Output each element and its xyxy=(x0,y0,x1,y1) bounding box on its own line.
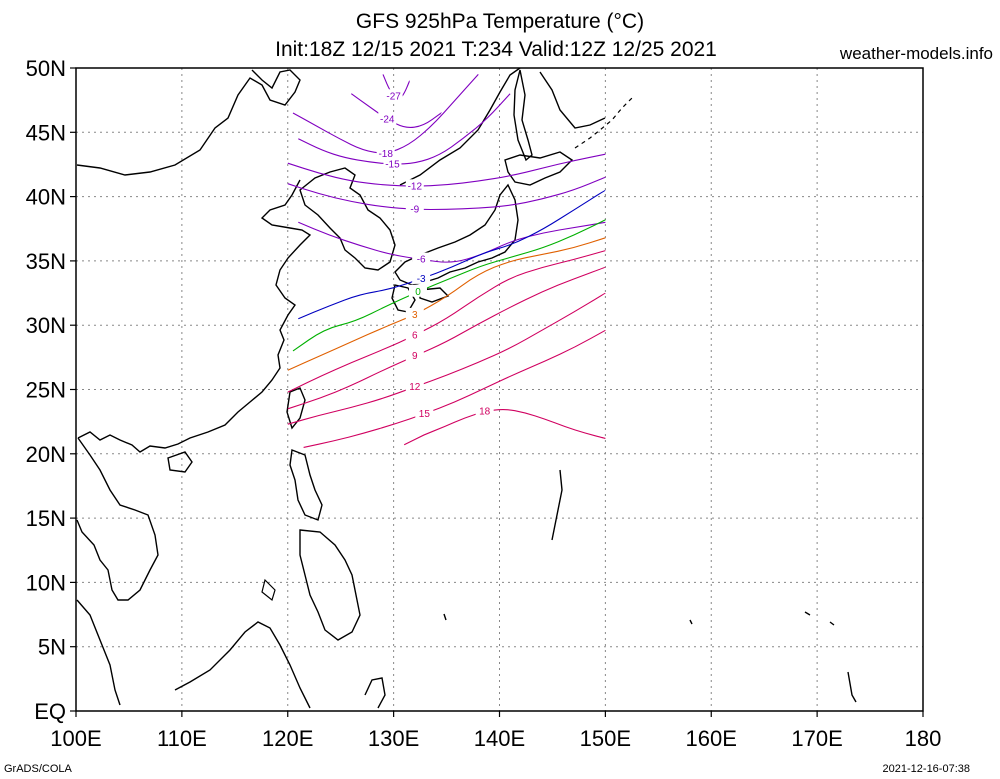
coastlines xyxy=(76,67,857,709)
y-tick-label: 15N xyxy=(26,506,66,531)
x-tick-label: 160E xyxy=(686,726,737,751)
contour-label-bg xyxy=(405,202,424,215)
x-tick-label: 140E xyxy=(474,726,525,751)
map-title-line-1: GFS 925hPa Temperature (°C) xyxy=(355,10,645,33)
contour-label: -27 xyxy=(386,91,401,102)
contour-label-bg xyxy=(412,271,431,284)
x-tick-label: 100E xyxy=(50,726,101,751)
y-tick-label: 20N xyxy=(26,442,66,467)
lat-lon-grid xyxy=(76,68,923,711)
y-tick-label: 40N xyxy=(26,185,66,210)
contour-label: -18 xyxy=(378,149,393,160)
contour-label: -15 xyxy=(385,159,400,170)
y-tick-label: 50N xyxy=(26,56,66,81)
visayas-mindanao-coast xyxy=(299,529,361,641)
contour-label: 9 xyxy=(412,351,418,362)
contour-line xyxy=(287,176,606,211)
contour-label: -9 xyxy=(410,204,419,215)
sulawesi-coast xyxy=(364,677,386,709)
pacific-islets xyxy=(443,469,857,703)
contour-label-bg xyxy=(408,284,427,297)
contour-line xyxy=(287,153,606,187)
contour-label: -12 xyxy=(408,181,423,192)
asia-mainland-coast xyxy=(76,69,312,706)
longitude-tick-labels: 100E 110E 120E 130E 140E 150E 160E 170E 180 xyxy=(50,711,941,751)
x-tick-label: 110E xyxy=(157,726,207,751)
contour-label-bg xyxy=(378,112,397,125)
borneo-coast xyxy=(174,621,311,709)
palawan-coast xyxy=(261,578,276,602)
x-tick-label: 180 xyxy=(905,726,942,751)
x-tick-label: 150E xyxy=(580,726,631,751)
y-tick-label: 10N xyxy=(26,570,66,595)
hainan-coast xyxy=(167,451,193,473)
x-tick-label: 130E xyxy=(368,726,419,751)
contour-label-bg xyxy=(475,404,494,417)
contour-label-bg xyxy=(383,157,402,170)
contour-line xyxy=(287,292,606,425)
contour-label-bg xyxy=(405,328,424,341)
contour-label: -6 xyxy=(417,255,426,266)
y-tick-label: 25N xyxy=(26,378,66,403)
y-tick-label: EQ xyxy=(34,699,66,724)
contour-line xyxy=(287,237,606,371)
contour-label: 15 xyxy=(419,409,431,420)
y-tick-label: 30N xyxy=(26,313,66,338)
kuril-islands xyxy=(574,97,633,149)
contour-label-bg xyxy=(384,89,403,102)
map-title-line-2: Init:18Z 12/15 2021 T:234 Valid:12Z 12/2… xyxy=(275,38,717,61)
footer-timestamp: 2021-12-16-07:38 xyxy=(882,763,970,775)
contour-label: 6 xyxy=(412,330,418,341)
y-tick-label: 5N xyxy=(38,635,66,660)
y-tick-label: 45N xyxy=(26,120,66,145)
contour-label-bg xyxy=(405,307,424,320)
contour-label: -3 xyxy=(417,274,426,285)
contour-line xyxy=(403,409,606,446)
contour-label-bg xyxy=(376,147,395,160)
y-tick-label: 35N xyxy=(26,249,66,274)
contour-line xyxy=(292,219,606,352)
source-credit: weather-models.info xyxy=(839,44,993,63)
contour-line xyxy=(298,93,511,165)
x-tick-label: 120E xyxy=(262,726,313,751)
contour-label-bg xyxy=(405,349,424,362)
contour-label-bg xyxy=(412,252,431,265)
taiwan-coast xyxy=(286,387,306,430)
luzon-coast xyxy=(289,449,323,521)
contour-line xyxy=(303,329,606,448)
contour-label: -24 xyxy=(380,114,395,125)
hokkaido-coast xyxy=(504,151,574,186)
contour-line xyxy=(287,250,606,393)
footer-software-label: GrADS/COLA xyxy=(4,763,72,775)
contour-label: 12 xyxy=(409,382,421,393)
contour-label: 0 xyxy=(415,287,421,298)
contour-label-bg xyxy=(415,406,434,419)
korea-coast xyxy=(299,167,396,271)
contour-label-bg xyxy=(405,179,424,192)
contour-line xyxy=(287,266,606,410)
contour-label-bg xyxy=(405,379,424,392)
contour-label: 3 xyxy=(412,310,418,321)
sakhalin-coast xyxy=(513,69,533,162)
contour-line xyxy=(350,93,442,128)
latitude-tick-labels: EQ 5N 10N 15N 20N 25N 30N 35N 40N 45N 50N xyxy=(26,56,76,724)
contour-line xyxy=(298,189,606,320)
contour-label: 18 xyxy=(479,406,491,417)
russia-far-east-coast xyxy=(399,67,606,186)
x-tick-label: 170E xyxy=(791,726,842,751)
temperature-contours: -27 -24 -18-15 -12 -9 -6 -3 0 3 6 9 12 15 18 xyxy=(287,74,606,448)
contour-line xyxy=(298,221,606,263)
